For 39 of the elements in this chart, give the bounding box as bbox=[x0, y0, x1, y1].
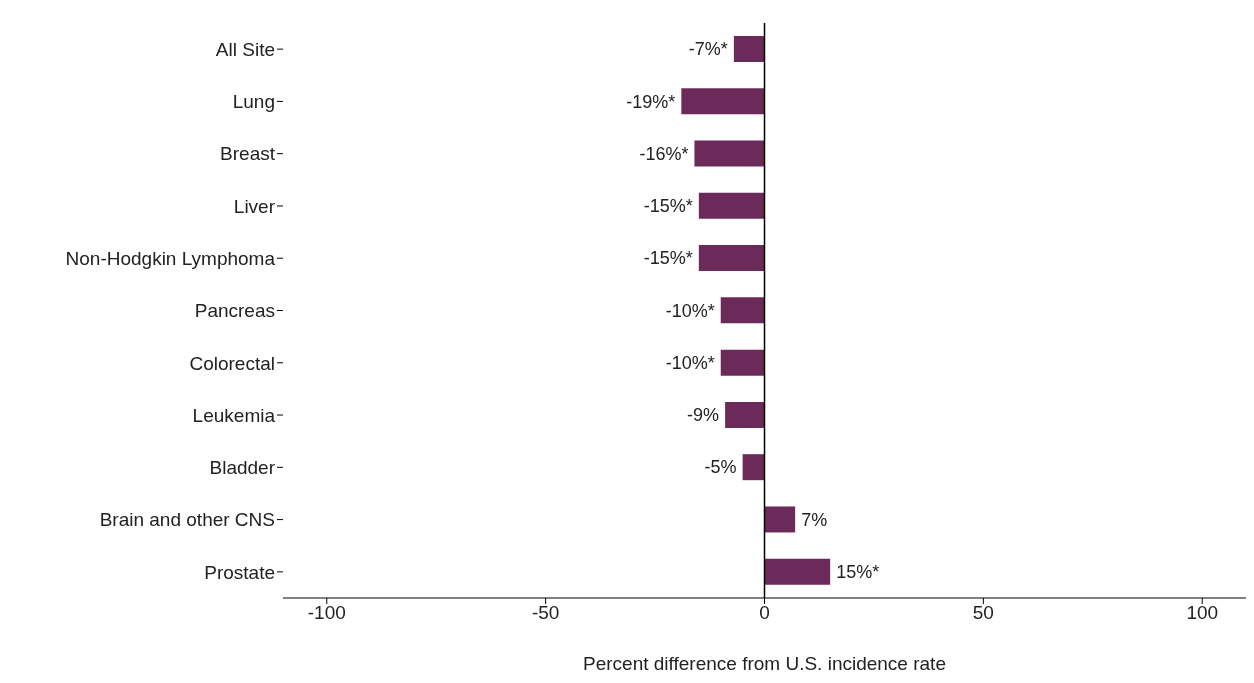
bar bbox=[725, 401, 765, 428]
bar bbox=[720, 349, 765, 376]
y-tick-label: Lung bbox=[232, 91, 275, 113]
bar bbox=[694, 140, 765, 167]
y-tick-label: Leukemia bbox=[192, 404, 276, 426]
x-tick-label: -50 bbox=[531, 602, 560, 624]
data-label: -7%* bbox=[688, 39, 728, 60]
data-label: 7% bbox=[801, 509, 828, 530]
y-tick-label: Prostate bbox=[204, 561, 275, 583]
bar bbox=[764, 506, 796, 533]
y-tick-label: Non-Hodgkin Lymphoma bbox=[65, 247, 276, 269]
bar bbox=[733, 36, 765, 62]
y-tick-label: Brain and other CNS bbox=[99, 509, 275, 531]
y-tick-label: Pancreas bbox=[194, 300, 275, 322]
bar bbox=[698, 192, 765, 219]
bar bbox=[681, 88, 765, 115]
y-tick-label: Bladder bbox=[209, 457, 276, 479]
x-axis-title: Percent difference from U.S. incidence rate bbox=[583, 653, 946, 674]
data-label: -15%* bbox=[643, 248, 693, 269]
y-tick-label: Liver bbox=[233, 195, 276, 217]
data-label: -9% bbox=[687, 405, 720, 426]
bar bbox=[764, 558, 831, 585]
data-label: -15%* bbox=[643, 196, 693, 217]
x-tick-label: 0 bbox=[759, 602, 770, 624]
y-tick-label: All Site bbox=[215, 38, 275, 60]
bar bbox=[742, 454, 765, 481]
data-label: -19%* bbox=[626, 91, 676, 112]
data-label: -10%* bbox=[665, 352, 715, 373]
bar bbox=[698, 245, 765, 272]
data-label: 15%* bbox=[836, 562, 880, 583]
data-label: -10%* bbox=[665, 300, 715, 321]
data-label: -5% bbox=[704, 457, 737, 478]
x-tick-label: 50 bbox=[972, 602, 994, 624]
y-tick-label: Breast bbox=[220, 143, 276, 165]
x-tick-label: 100 bbox=[1186, 602, 1219, 624]
data-label: -16%* bbox=[639, 143, 689, 164]
bar bbox=[720, 297, 765, 324]
x-tick-label: -100 bbox=[307, 602, 346, 624]
y-tick-label: Colorectal bbox=[189, 352, 275, 374]
